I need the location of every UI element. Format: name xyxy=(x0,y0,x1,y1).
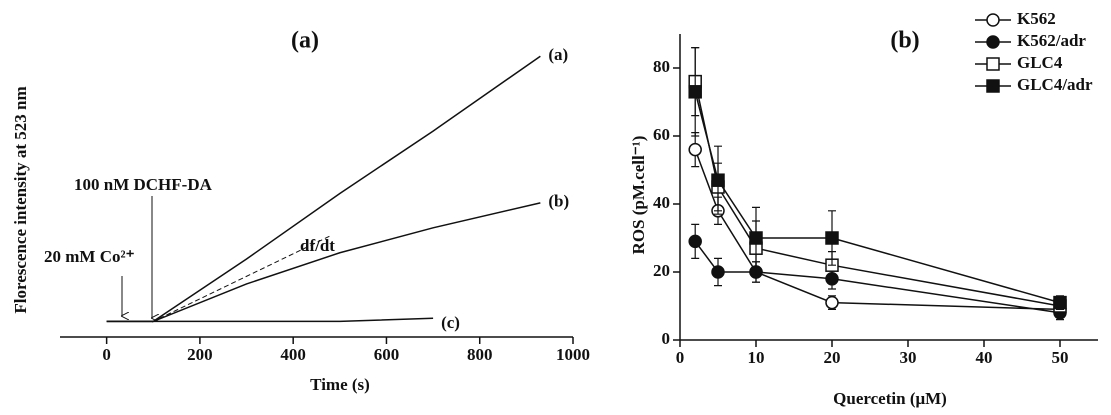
x-tick-label: 400 xyxy=(280,345,306,364)
figure: (a) Time (s) Florescence intensity at 52… xyxy=(0,0,1111,415)
legend-marker xyxy=(987,36,999,48)
y-tick-label: 0 xyxy=(662,329,671,348)
y-tick-label: 40 xyxy=(653,193,670,212)
legend-marker xyxy=(987,80,999,92)
x-tick-label: 0 xyxy=(676,348,685,367)
x-tick-label: 50 xyxy=(1052,348,1069,367)
x-tick-label: 40 xyxy=(976,348,993,367)
marker xyxy=(712,174,724,186)
series-line xyxy=(107,203,541,322)
series-label: (b) xyxy=(548,192,569,211)
marker xyxy=(826,297,838,309)
marker xyxy=(712,266,724,278)
legend-label: K562/adr xyxy=(1017,31,1086,50)
marker xyxy=(826,232,838,244)
marker xyxy=(1054,297,1066,309)
x-tick-label: 10 xyxy=(748,348,765,367)
x-tick-label: 600 xyxy=(374,345,400,364)
legend-marker xyxy=(987,58,999,70)
y-tick-label: 80 xyxy=(653,57,670,76)
panel-title: (a) xyxy=(291,28,319,54)
marker xyxy=(689,235,701,247)
y-axis-label: ROS (pM.cell⁻¹) xyxy=(629,136,648,255)
x-tick-label: 800 xyxy=(467,345,493,364)
y-axis-label: Florescence intensity at 523 nm xyxy=(11,86,30,313)
series-label: (c) xyxy=(441,313,460,332)
x-tick-label: 20 xyxy=(824,348,841,367)
annotation: 20 mM Co²⁺ xyxy=(44,247,135,266)
panel-title: (b) xyxy=(890,28,919,54)
series-label: (a) xyxy=(548,45,568,64)
x-tick-label: 200 xyxy=(187,345,213,364)
legend-marker xyxy=(987,14,999,26)
annotation: df/dt xyxy=(300,236,335,255)
legend-label: K562 xyxy=(1017,9,1056,28)
x-axis-label: Time (s) xyxy=(310,375,370,394)
x-tick-label: 0 xyxy=(102,345,111,364)
x-tick-label: 30 xyxy=(900,348,917,367)
marker xyxy=(689,86,701,98)
annotation: 100 nM DCHF-DA xyxy=(74,175,213,194)
legend-label: GLC4 xyxy=(1017,53,1063,72)
x-axis-label: Quercetin (μM) xyxy=(833,389,947,408)
x-tick-label: 1000 xyxy=(556,345,590,364)
tangent xyxy=(152,236,330,322)
y-tick-label: 60 xyxy=(653,125,670,144)
marker xyxy=(689,144,701,156)
y-tick-label: 20 xyxy=(653,261,670,280)
legend-label: GLC4/adr xyxy=(1017,75,1093,94)
marker xyxy=(750,232,762,244)
